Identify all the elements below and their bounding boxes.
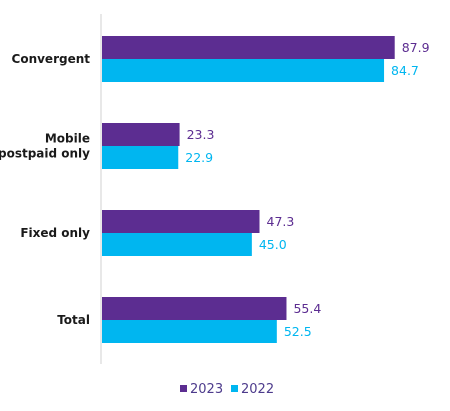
bar-2022-1 bbox=[102, 146, 179, 169]
value-label-2022-1: 22.9 bbox=[185, 150, 213, 165]
category-label-line: Fixed only bbox=[20, 226, 90, 240]
value-label-2022-2: 45.0 bbox=[259, 237, 287, 252]
bars-layer bbox=[102, 36, 395, 343]
value-label-2022-0: 84.7 bbox=[391, 63, 419, 78]
value-label-2023-0: 87.9 bbox=[402, 40, 430, 55]
value-label-2023-3: 55.4 bbox=[293, 301, 321, 316]
category-label-line: postpaid only bbox=[0, 147, 90, 161]
category-label-0: Convergent bbox=[12, 52, 91, 66]
category-label-2: Fixed only bbox=[20, 226, 90, 240]
legend: 2023 2022 bbox=[180, 382, 274, 397]
category-label-1: Mobile postpaid only bbox=[0, 132, 90, 161]
category-label-line: Mobile bbox=[45, 132, 90, 146]
category-label-3: Total bbox=[57, 313, 90, 327]
bar-2023-1 bbox=[102, 123, 180, 146]
bar-2022-0 bbox=[102, 59, 385, 82]
legend-label-2023: 2023 bbox=[190, 382, 223, 397]
category-label-line: Convergent bbox=[12, 52, 91, 66]
bar-2023-0 bbox=[102, 36, 395, 59]
value-label-2023-2: 47.3 bbox=[267, 214, 295, 229]
labels-layer: 87.9 84.7 Convergent 23.3 22.9 Mobile postpaid… bbox=[0, 40, 430, 339]
bar-2022-3 bbox=[102, 320, 277, 343]
legend-marker-2023 bbox=[180, 385, 187, 392]
value-label-2023-1: 23.3 bbox=[187, 127, 215, 142]
legend-label-2022: 2022 bbox=[241, 382, 274, 397]
bar-2023-2 bbox=[102, 210, 260, 233]
value-label-2022-3: 52.5 bbox=[284, 324, 312, 339]
legend-marker-2022 bbox=[231, 385, 238, 392]
bar-2023-3 bbox=[102, 297, 287, 320]
bar-2022-2 bbox=[102, 233, 252, 256]
category-label-line: Total bbox=[57, 313, 90, 327]
